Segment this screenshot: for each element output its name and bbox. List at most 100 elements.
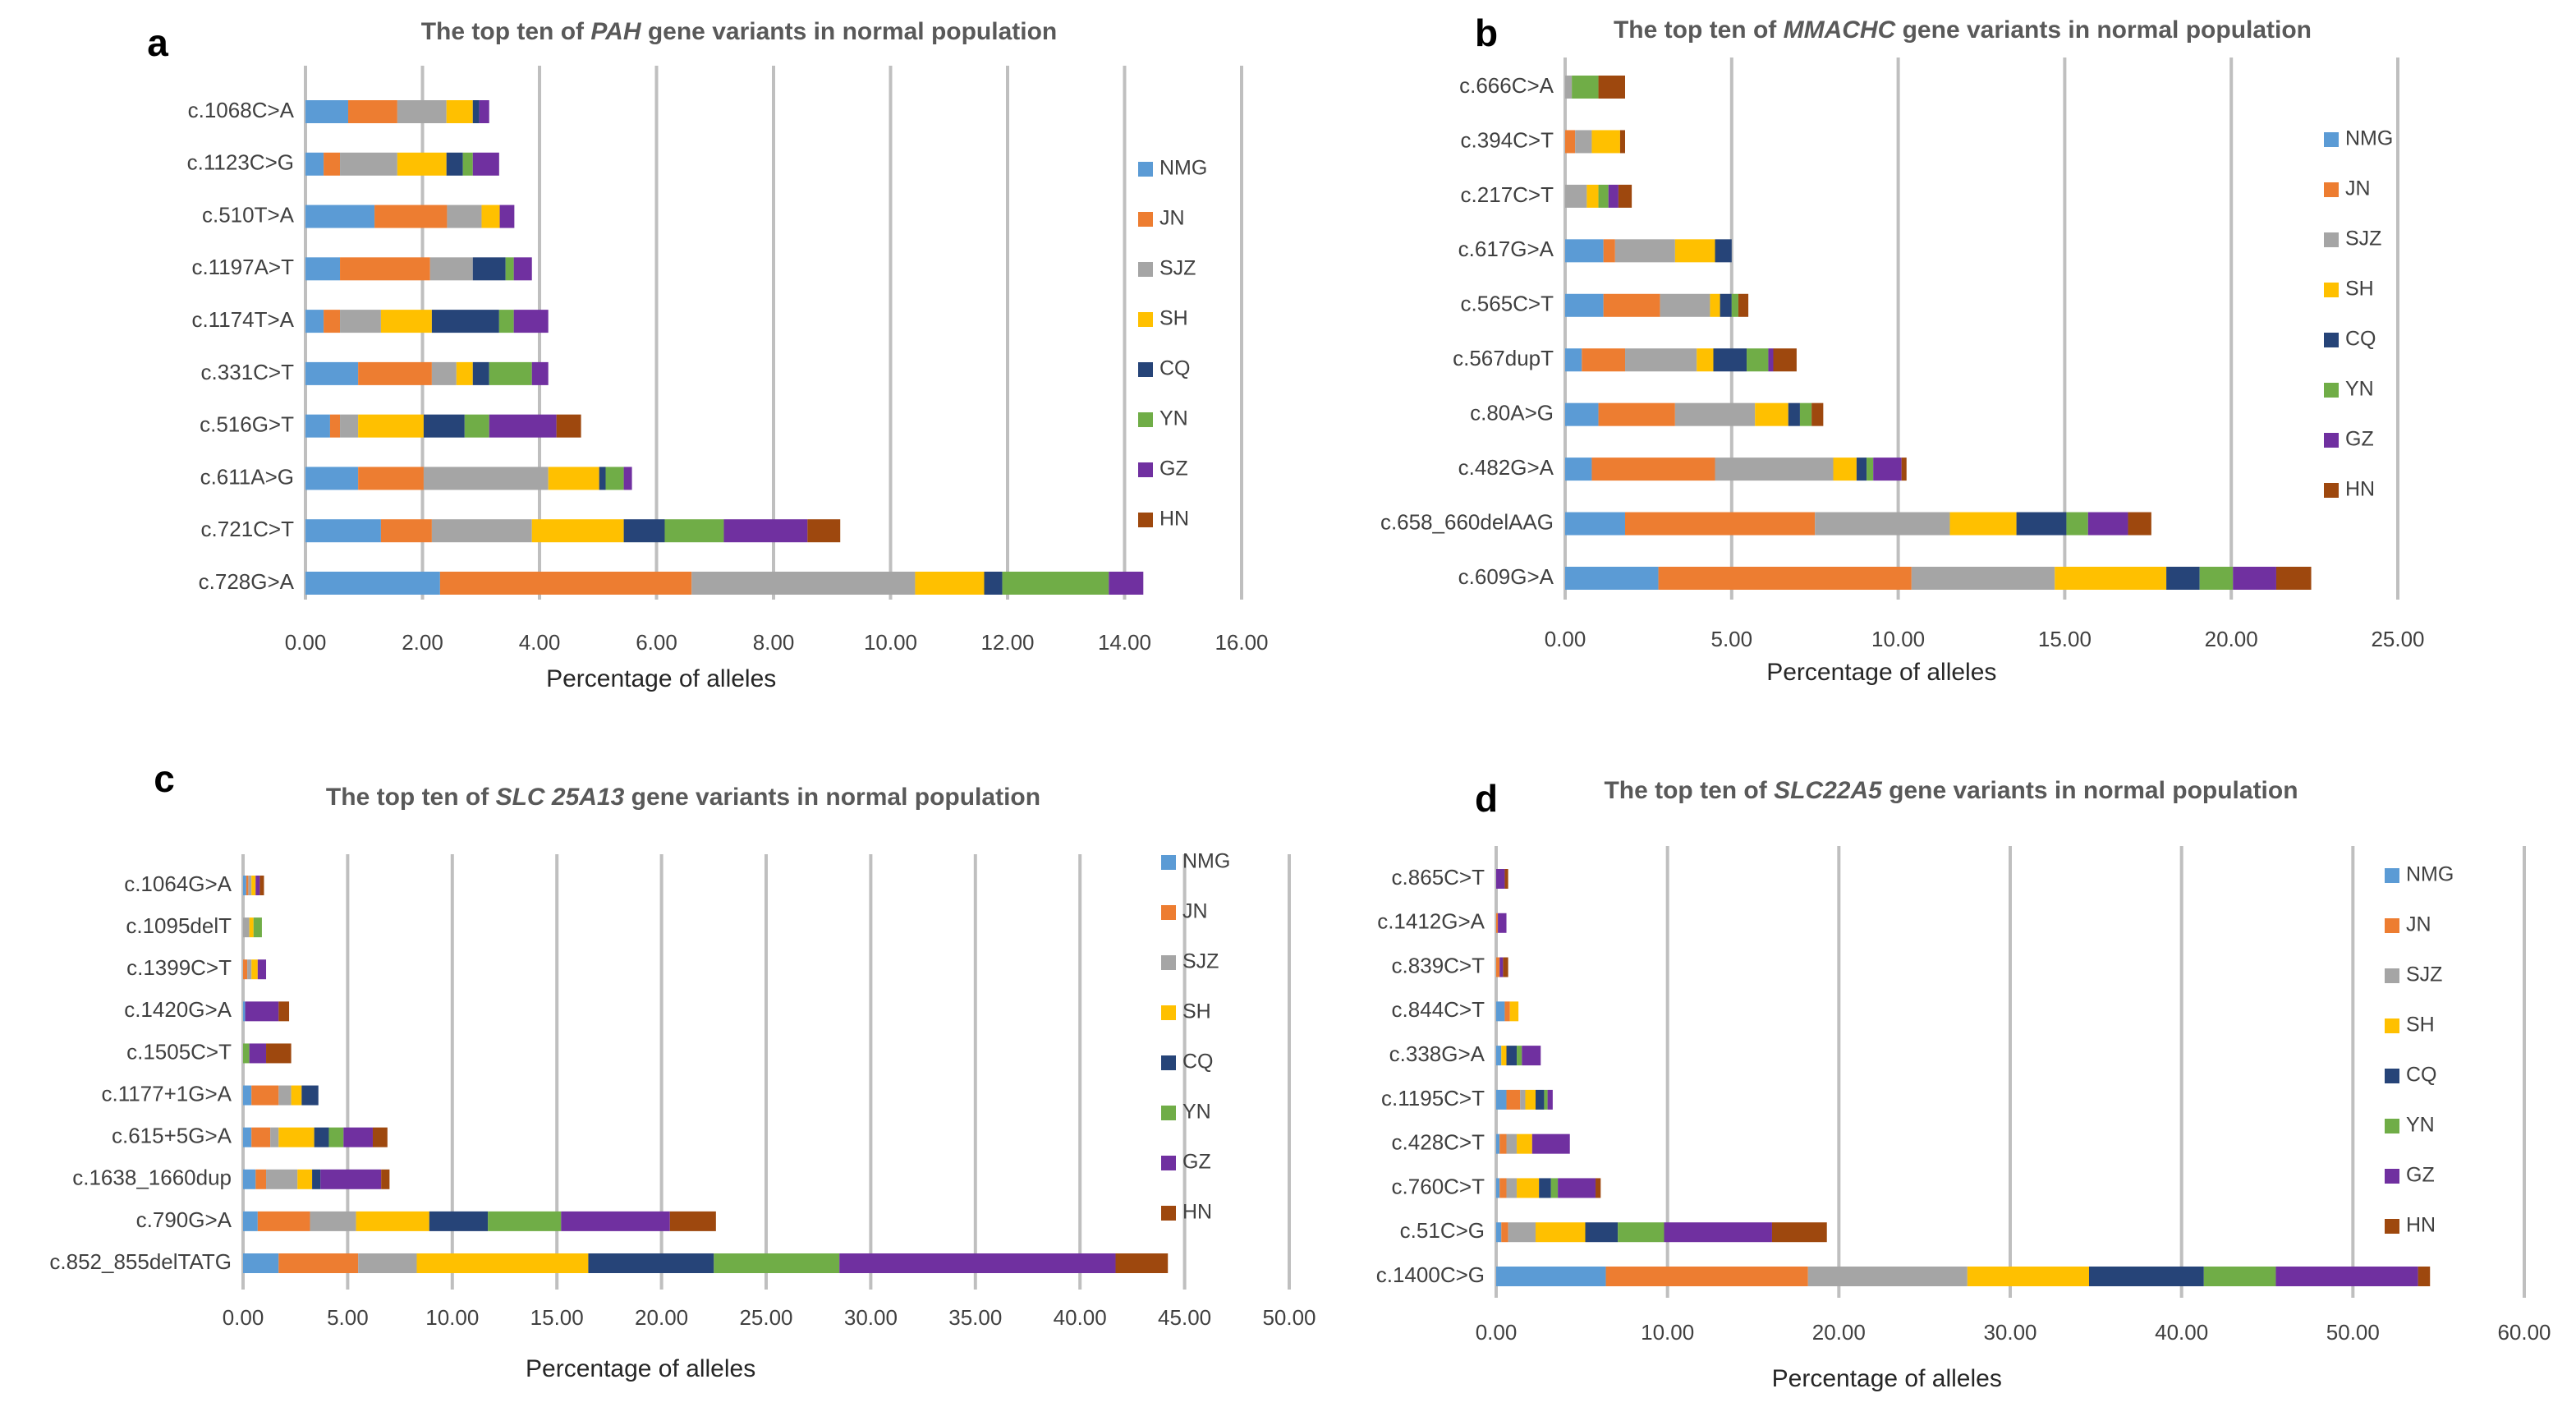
legend-swatch [1161, 905, 1176, 920]
bar-segment [243, 1169, 256, 1189]
bar-segment [431, 361, 457, 385]
bar-segment [324, 152, 341, 176]
x-tick-label: 40.00 [2155, 1320, 2208, 1345]
bar-segment [1517, 1046, 1522, 1066]
legend-swatch [2385, 1169, 2399, 1184]
y-tick-label: c.1177+1G>A [101, 1081, 232, 1106]
title-text: The top ten of [326, 784, 489, 811]
bar-segment [498, 310, 514, 333]
bar-segment [278, 1127, 315, 1147]
bar-segment [243, 1085, 252, 1106]
bar-segment [499, 205, 515, 228]
bar-segment [348, 100, 397, 123]
bar-segment [297, 1169, 313, 1189]
legend-swatch [2324, 283, 2339, 297]
x-tick-label: 6.00 [636, 630, 677, 655]
bar-segment [305, 152, 324, 176]
bar-segment [1558, 1178, 1596, 1198]
x-tick-label: 45.00 [1158, 1305, 1211, 1330]
y-tick-label: c.611A>G [200, 464, 294, 489]
bar-segment [340, 414, 359, 438]
bar-segment [1506, 1089, 1521, 1110]
y-tick-label: c.510T>A [202, 202, 295, 227]
legend-swatch [1161, 1055, 1176, 1070]
bar-segment [1710, 293, 1720, 317]
bar-segment [251, 1127, 271, 1147]
bar-segment [324, 310, 341, 333]
bar-segment [1504, 1001, 1510, 1022]
bar-segment [1572, 76, 1599, 99]
bar-segment [513, 310, 549, 333]
bar-segment [1603, 293, 1660, 317]
bar-segment [2166, 567, 2200, 590]
bar-segment [2203, 1267, 2276, 1286]
bar-segment [372, 1127, 388, 1147]
bar-segment [1619, 130, 1626, 154]
x-tick-label: 25.00 [2371, 627, 2424, 651]
bar-segment [1565, 512, 1626, 536]
bar-segment [588, 1253, 714, 1273]
bar-segment [723, 519, 808, 543]
bar-segment [1591, 458, 1715, 481]
bar-segment [2275, 567, 2312, 590]
bar-segment [1715, 458, 1834, 481]
legend-label: YN [2345, 378, 2374, 401]
legend-label: SJZ [2406, 963, 2442, 986]
bar-segment [1496, 1267, 1606, 1286]
legend-swatch [2385, 968, 2399, 983]
x-tick-label: 0.00 [1476, 1320, 1518, 1345]
title-gene: SLC 25A13 [496, 784, 625, 811]
bar-segment [1565, 76, 1573, 99]
y-tick-label: c.482G>A [1458, 455, 1554, 480]
bar-segment [1658, 567, 1912, 590]
bar-segment [839, 1253, 1116, 1273]
bar-segment [1565, 458, 1592, 481]
legend-label: SH [1182, 1000, 1211, 1023]
bar-segment [305, 310, 324, 333]
x-tick-label: 20.00 [2205, 627, 2258, 651]
legend-swatch [1138, 362, 1153, 377]
y-tick-label: c.331C>T [201, 360, 295, 384]
bar-segment [1525, 1089, 1536, 1110]
legend-label: YN [1182, 1101, 1211, 1124]
title-gene: SLC22A5 [1774, 777, 1883, 804]
title-text: gene variants in normal population [648, 18, 1057, 45]
legend: NMG JN SJZ SH CQ YN GZ HN [2324, 127, 2393, 501]
bar-segment [358, 414, 424, 438]
legend-label: CQ [2406, 1064, 2437, 1087]
x-tick-label: 30.00 [1983, 1320, 2036, 1345]
bar-segment [243, 1211, 258, 1231]
bar-segment [1660, 293, 1710, 317]
bar-segment [488, 1211, 562, 1231]
bar-segment [249, 917, 254, 938]
bar-segment [1586, 184, 1599, 208]
bar-segment [481, 205, 500, 228]
legend-label: HN [2406, 1214, 2436, 1237]
bar-segment [247, 959, 252, 980]
bar-segment [1496, 1001, 1505, 1022]
bar-segment [1565, 184, 1587, 208]
x-axis-label: Percentage of alleles [1766, 659, 1996, 686]
chart-panel: b The top ten of MMACHC gene variants in … [1380, 11, 2425, 686]
bar-segment [1771, 1222, 1827, 1243]
bar-segment [623, 519, 665, 543]
bar-segment [1498, 913, 1507, 933]
y-tick-label: c.1095delT [126, 913, 232, 938]
x-tick-label: 10.00 [1641, 1320, 1694, 1345]
bar-segment [2016, 512, 2067, 536]
bar-segment [2066, 512, 2088, 536]
y-tick-label: c.1174T>A [191, 307, 294, 332]
bar-segment [669, 1211, 716, 1231]
bar-segment [1811, 402, 1824, 426]
bar-segment [423, 467, 549, 490]
y-tick-label: c.666C>A [1459, 73, 1554, 98]
bar-segment [278, 1253, 359, 1273]
bar-segment [1773, 348, 1797, 372]
bar-segment [1697, 348, 1714, 372]
bar-segment [531, 361, 549, 385]
bar-segment [301, 1085, 319, 1106]
bar-segment [251, 876, 256, 895]
bar-segment [462, 152, 473, 176]
